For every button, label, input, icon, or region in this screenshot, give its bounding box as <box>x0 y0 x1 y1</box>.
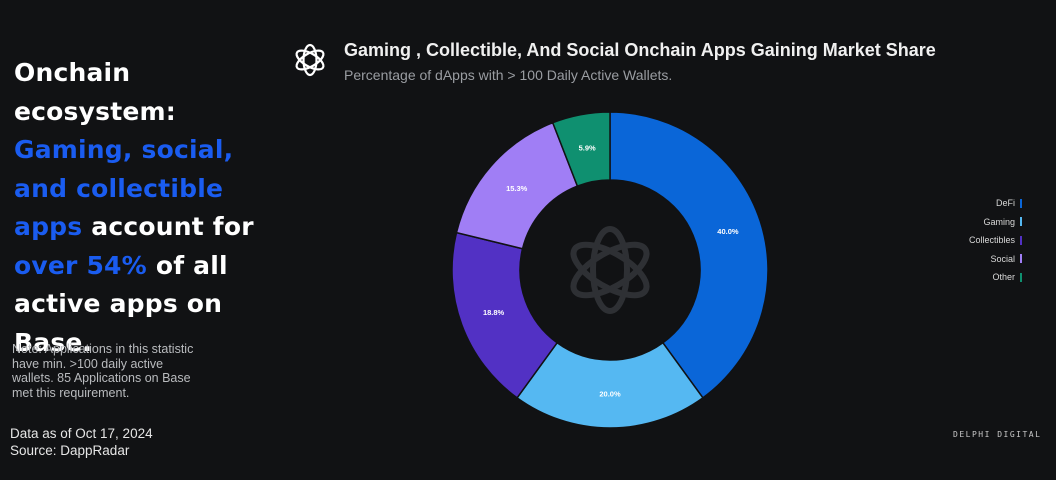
brand-wordmark: DELPHI DIGITAL <box>953 430 1042 439</box>
slice-label-other: 5.9% <box>579 144 596 153</box>
donut-slice-defi <box>609 111 769 399</box>
legend-item-defi: DeFi <box>940 194 1022 213</box>
legend-swatch <box>1020 217 1022 227</box>
legend-swatch <box>1020 254 1022 264</box>
legend-label: Collectibles <box>968 235 1015 246</box>
delphi-knot-icon <box>295 43 325 77</box>
headline-text: account for <box>91 212 254 241</box>
data-source: Source: DappRadar <box>10 443 130 458</box>
legend-label: Other <box>992 272 1015 283</box>
chart-subtitle: Percentage of dApps with > 100 Daily Act… <box>344 67 673 83</box>
legend-label: DeFi <box>995 198 1015 209</box>
slice-label-gaming: 20.0% <box>599 390 621 399</box>
slice-label-social: 15.3% <box>506 184 528 193</box>
legend-swatch <box>1020 235 1022 245</box>
slice-label-defi: 40.0% <box>717 227 739 236</box>
headline-text: of all active apps on Base. <box>14 250 228 357</box>
legend-swatch <box>1020 272 1022 282</box>
chart-legend: DeFi Gaming Collectibles Social Other <box>940 194 1022 287</box>
headline-text: Onchain ecosystem: <box>14 58 176 126</box>
chart-title: Gaming , Collectible, And Social Onchain… <box>344 40 936 60</box>
legend-swatch <box>1020 198 1022 208</box>
legend-label: Gaming <box>983 216 1015 227</box>
data-date: Data as of Oct 17, 2024 <box>10 426 153 441</box>
headline-highlight: Gaming, social, and collectible apps <box>14 135 234 241</box>
slice-label-collectibles: 18.8% <box>483 308 505 317</box>
donut-slice-other <box>551 111 611 188</box>
methodology-note: Note: Applications in this statistic hav… <box>12 342 194 400</box>
headline: Onchain ecosystem: Gaming, social, and c… <box>14 54 279 362</box>
footer: Data as of Oct 17, 2024 Source: DappRada… <box>10 425 153 459</box>
delphi-knot-icon <box>570 226 650 314</box>
legend-item-collectibles: Collectibles <box>940 231 1022 250</box>
legend-item-gaming: Gaming <box>940 213 1022 232</box>
donut-chart: 40.0% 20.0% 18.8% 15.3% 5.9% <box>451 111 769 429</box>
legend-item-social: Social <box>940 250 1022 269</box>
legend-item-other: Other <box>940 268 1022 287</box>
headline-highlight: over 54% <box>14 250 147 280</box>
legend-label: Social <box>990 253 1015 264</box>
